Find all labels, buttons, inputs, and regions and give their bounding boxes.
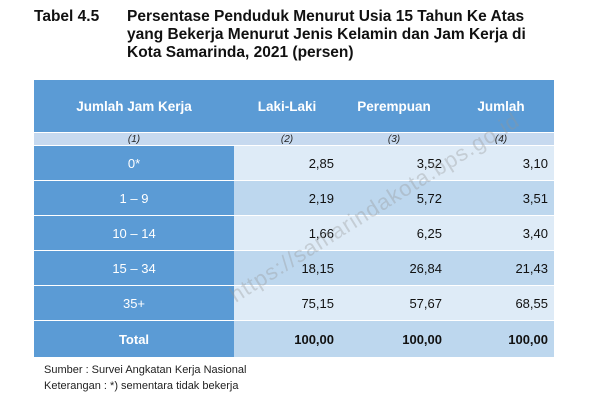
table-title: Persentase Penduduk Menurut Usia 15 Tahu… <box>127 8 577 62</box>
cell-laki-laki: 2,19 <box>234 180 340 216</box>
column-index-row: (1) (2) (3) (4) <box>34 132 554 146</box>
column-index: (2) <box>234 132 340 146</box>
row-label: 0* <box>34 145 234 181</box>
data-table: Jumlah Jam Kerja Laki-Laki Perempuan Jum… <box>34 80 554 357</box>
cell-laki-laki: 18,15 <box>234 250 340 286</box>
header-cell: Jumlah <box>448 80 554 133</box>
total-laki-laki: 100,00 <box>234 320 340 357</box>
cell-perempuan: 6,25 <box>340 215 448 251</box>
total-row: Total 100,00 100,00 100,00 <box>34 320 554 357</box>
row-label: 15 – 34 <box>34 250 234 286</box>
total-jumlah: 100,00 <box>448 320 554 357</box>
table-number: Tabel 4.5 <box>34 8 100 25</box>
header-cell: Jumlah Jam Kerja <box>34 80 234 133</box>
cell-jumlah: 21,43 <box>448 250 554 286</box>
total-label: Total <box>34 320 234 357</box>
cell-laki-laki: 75,15 <box>234 285 340 321</box>
table-row: 15 – 34 18,15 26,84 21,43 <box>34 250 554 286</box>
source-note: Sumber : Survei Angkatan Kerja Nasional <box>44 364 247 376</box>
table-title-line: Kota Samarinda, 2021 (persen) <box>127 44 354 61</box>
table-row: 1 – 9 2,19 5,72 3,51 <box>34 180 554 216</box>
remark-note: Keterangan : *) sementara tidak bekerja <box>44 380 239 392</box>
table-title-line: yang Bekerja Menurut Jenis Kelamin dan J… <box>127 26 526 43</box>
cell-jumlah: 3,51 <box>448 180 554 216</box>
table-row: 10 – 14 1,66 6,25 3,40 <box>34 215 554 251</box>
total-perempuan: 100,00 <box>340 320 448 357</box>
row-label: 1 – 9 <box>34 180 234 216</box>
row-label: 35+ <box>34 285 234 321</box>
header-cell: Laki-Laki <box>234 80 340 133</box>
cell-perempuan: 3,52 <box>340 145 448 181</box>
column-index: (3) <box>340 132 448 146</box>
row-label: 10 – 14 <box>34 215 234 251</box>
cell-jumlah: 3,40 <box>448 215 554 251</box>
cell-laki-laki: 2,85 <box>234 145 340 181</box>
table-row: 35+ 75,15 57,67 68,55 <box>34 285 554 321</box>
cell-perempuan: 57,67 <box>340 285 448 321</box>
table-title-line: Persentase Penduduk Menurut Usia 15 Tahu… <box>127 8 525 25</box>
cell-laki-laki: 1,66 <box>234 215 340 251</box>
column-index: (4) <box>448 132 554 146</box>
column-index: (1) <box>34 132 234 146</box>
cell-perempuan: 26,84 <box>340 250 448 286</box>
table-notes: Sumber : Survei Angkatan Kerja Nasional … <box>44 362 246 394</box>
header-row: Jumlah Jam Kerja Laki-Laki Perempuan Jum… <box>34 80 554 133</box>
cell-jumlah: 3,10 <box>448 145 554 181</box>
cell-perempuan: 5,72 <box>340 180 448 216</box>
cell-jumlah: 68,55 <box>448 285 554 321</box>
header-cell: Perempuan <box>340 80 448 133</box>
table-row: 0* 2,85 3,52 3,10 <box>34 145 554 181</box>
